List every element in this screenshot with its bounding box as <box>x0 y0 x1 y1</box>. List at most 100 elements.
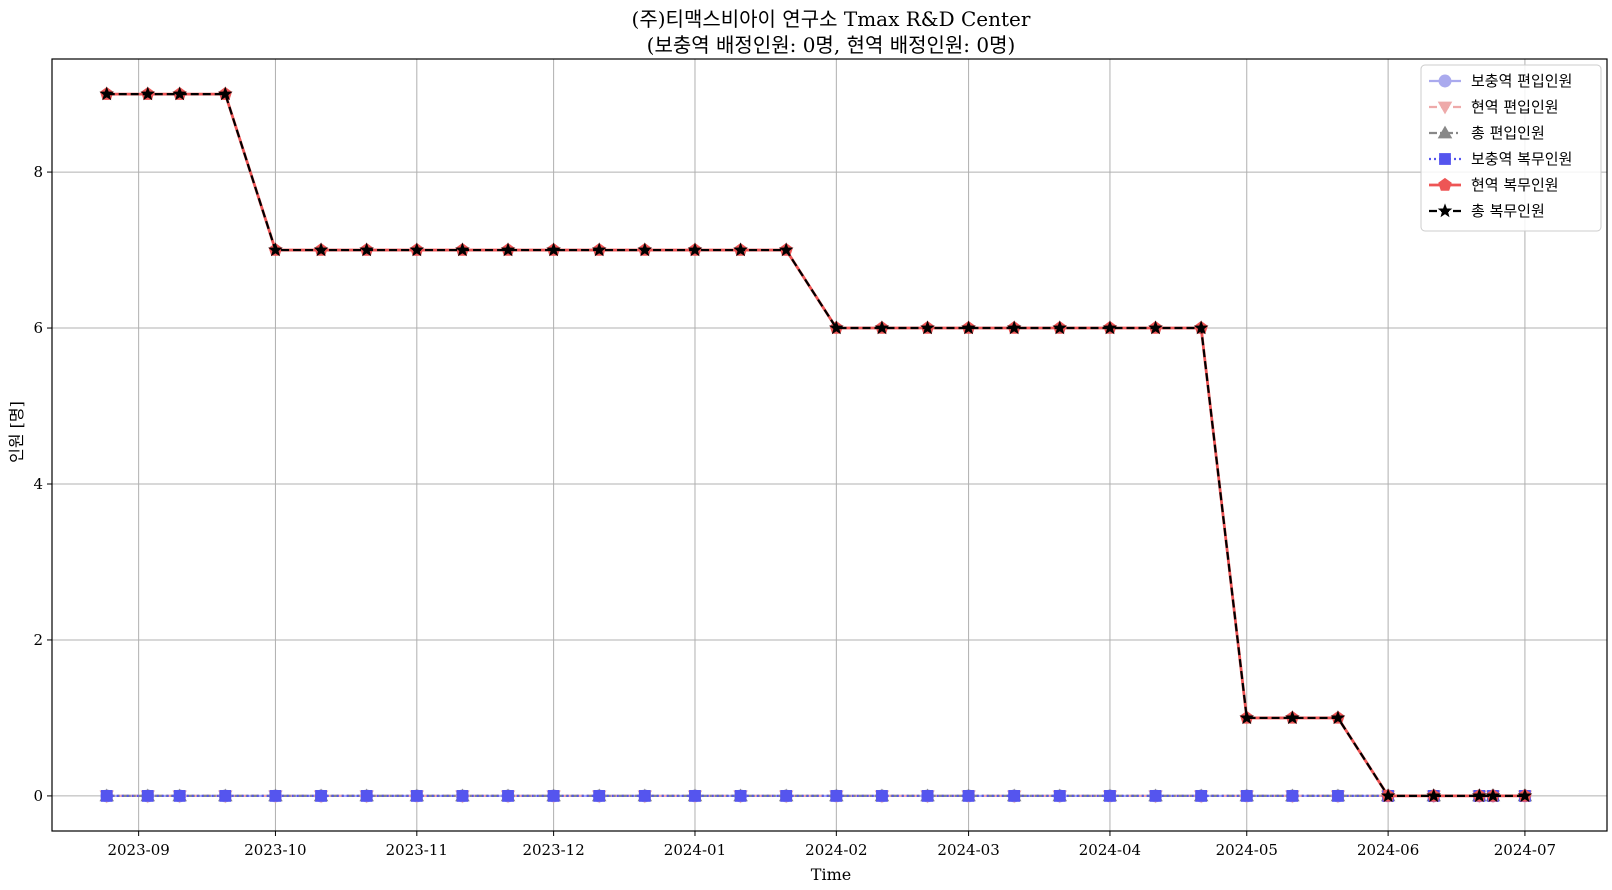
legend-marker <box>1438 177 1452 191</box>
data-point <box>1426 788 1441 803</box>
legend-marker <box>1437 101 1453 115</box>
legend-marker <box>1438 74 1452 88</box>
y-axis-label: 인원 [명] <box>7 401 26 463</box>
legend-marker <box>1437 203 1453 218</box>
x-tick-label: 2023-09 <box>107 841 169 859</box>
data-point <box>547 790 560 802</box>
x-tick-label: 2024-04 <box>1079 841 1141 859</box>
data-point <box>1193 320 1209 335</box>
legend-label: 총 편입인원 <box>1471 124 1545 142</box>
data-point <box>593 790 606 802</box>
data-point <box>409 242 425 257</box>
series-line <box>106 92 1525 798</box>
data-point <box>1240 790 1253 802</box>
legend-box <box>1420 64 1602 232</box>
y-tick-label: 4 <box>33 475 43 493</box>
x-tick-label: 2023-10 <box>244 841 306 859</box>
data-point <box>410 790 423 802</box>
data-point <box>268 242 283 257</box>
data-point <box>830 790 843 802</box>
data-point <box>1148 320 1163 335</box>
data-point <box>269 790 282 802</box>
legend-label: 보충역 편입인원 <box>1471 72 1572 90</box>
x-tick-label: 2023-12 <box>522 841 584 859</box>
data-point <box>687 242 703 257</box>
data-point <box>359 242 374 257</box>
data-point <box>1380 788 1396 803</box>
data-point <box>1472 788 1487 803</box>
data-point <box>876 790 888 802</box>
series-layer <box>99 86 1533 804</box>
x-tick-label: 2023-11 <box>386 841 448 859</box>
data-point <box>502 790 514 802</box>
data-point <box>141 790 154 802</box>
x-tick-label: 2024-02 <box>805 841 867 859</box>
data-point <box>1008 790 1021 802</box>
x-tick-label: 2024-07 <box>1494 841 1556 859</box>
legend-label: 보충역 복무인원 <box>1471 150 1572 168</box>
data-point <box>961 320 976 335</box>
legend-label: 현역 복무인원 <box>1471 176 1559 194</box>
grid-lines <box>52 59 1607 831</box>
chart-title-line2: (보충역 배정인원: 0명, 현역 배정인원: 0명) <box>647 33 1016 57</box>
data-point <box>1286 790 1299 802</box>
series-4 <box>100 790 1531 802</box>
legend-marker <box>1437 125 1453 139</box>
data-point <box>546 242 561 257</box>
data-point <box>360 790 373 802</box>
data-point <box>591 242 607 257</box>
data-point <box>689 790 701 802</box>
data-point <box>638 790 651 802</box>
data-point <box>780 790 793 802</box>
data-point <box>100 790 113 802</box>
data-point <box>874 320 890 335</box>
data-point <box>734 790 747 802</box>
chart-title-line1: (주)티맥스비아이 연구소 Tmax R&D Center <box>632 7 1031 31</box>
data-point <box>1052 320 1068 335</box>
data-point <box>778 242 794 257</box>
data-point <box>829 320 844 335</box>
y-tick-label: 6 <box>33 319 43 337</box>
x-tick-label: 2024-06 <box>1357 841 1419 859</box>
data-point <box>140 86 156 101</box>
data-point <box>173 790 186 802</box>
data-point <box>1517 788 1533 803</box>
data-point <box>733 242 748 257</box>
data-point <box>1195 790 1208 802</box>
x-tick-label: 2024-05 <box>1216 841 1278 859</box>
data-point <box>218 86 233 101</box>
data-point <box>637 242 653 257</box>
data-point <box>920 320 935 335</box>
data-point <box>1485 788 1501 803</box>
y-tick-label: 8 <box>33 163 43 181</box>
data-point <box>1149 790 1162 802</box>
data-point <box>500 242 516 257</box>
data-point <box>456 790 469 802</box>
x-axis-ticks: 2023-09 2023-10 2023-11 2023-12 2024-01 2024-… <box>107 831 1556 859</box>
data-point <box>219 790 232 802</box>
series-5 <box>99 86 1532 802</box>
data-point <box>1332 790 1344 802</box>
y-axis-ticks: 0 2 4 6 8 <box>33 163 52 805</box>
y-tick-label: 0 <box>33 787 43 805</box>
x-tick-label: 2024-01 <box>664 841 726 859</box>
data-point <box>1006 320 1022 335</box>
series-6 <box>99 86 1533 803</box>
y-tick-label: 2 <box>33 631 43 649</box>
legend-label: 총 복무인원 <box>1471 202 1545 220</box>
data-point <box>1285 710 1300 725</box>
data-point <box>315 790 327 802</box>
data-point <box>172 86 187 101</box>
legend-label: 현역 편입인원 <box>1471 98 1559 116</box>
data-point <box>313 242 329 257</box>
data-point <box>1053 790 1066 802</box>
x-tick-label: 2024-03 <box>937 841 999 859</box>
data-point <box>921 790 934 802</box>
data-point <box>1330 710 1346 725</box>
data-point <box>1239 710 1255 725</box>
legend-marker <box>1439 153 1451 165</box>
data-point <box>1102 320 1118 335</box>
